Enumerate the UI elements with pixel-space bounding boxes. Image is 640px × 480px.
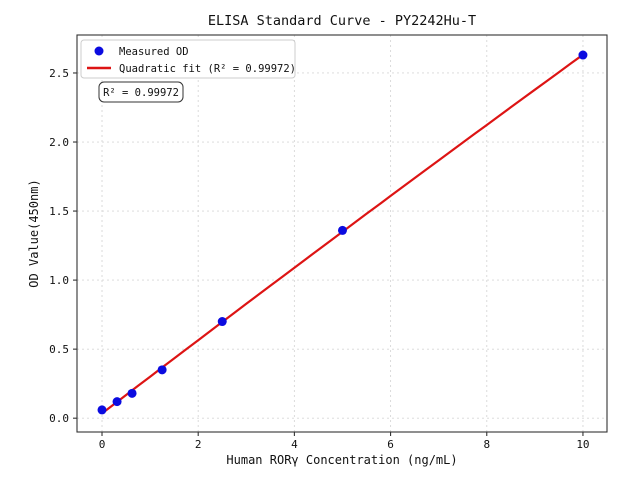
x-tick-label: 4 — [291, 438, 298, 451]
x-axis: 0 2 4 6 8 10 — [99, 432, 590, 451]
legend-label-measured-od: Measured OD — [119, 46, 189, 58]
r-squared-annotation: R² = 0.99972 — [98, 81, 184, 103]
grid-lines — [77, 35, 607, 432]
plot-border — [76, 34, 608, 433]
y-tick-label: 1.0 — [49, 274, 69, 287]
y-tick-label: 0.0 — [49, 412, 69, 425]
data-point — [97, 405, 107, 415]
y-axis-label: OD Value(450nm) — [27, 179, 41, 287]
y-tick-label: 0.5 — [49, 343, 69, 356]
y-tick-label: 2.0 — [49, 136, 69, 149]
annotation-box — [98, 81, 184, 103]
y-tick-label: 2.5 — [49, 67, 69, 80]
y-axis: 0.0 0.5 1.0 1.5 2.0 2.5 — [49, 67, 77, 425]
x-tick-label: 0 — [99, 438, 106, 451]
x-tick-label: 2 — [195, 438, 202, 451]
data-point — [217, 317, 227, 327]
x-tick-label: 8 — [483, 438, 490, 451]
measured-od-points — [97, 50, 588, 415]
legend-label-quadratic-fit: Quadratic fit (R² = 0.99972) — [119, 63, 296, 75]
data-point — [337, 225, 347, 235]
data-point — [127, 388, 137, 398]
x-tick-label: 10 — [576, 438, 589, 451]
annotation-text: R² = 0.99972 — [103, 87, 179, 99]
legend-box — [80, 39, 296, 79]
legend-scatter-marker-icon — [94, 46, 104, 56]
y-tick-label: 1.5 — [49, 205, 69, 218]
data-point — [112, 397, 122, 407]
data-point — [157, 365, 167, 375]
x-axis-label: Human RORγ Concentration (ng/mL) — [226, 453, 457, 467]
x-tick-label: 6 — [387, 438, 394, 451]
data-point — [578, 50, 588, 60]
chart-title: ELISA Standard Curve - PY2242Hu-T — [208, 13, 476, 29]
legend: Measured OD Quadratic fit (R² = 0.99972) — [80, 39, 296, 79]
